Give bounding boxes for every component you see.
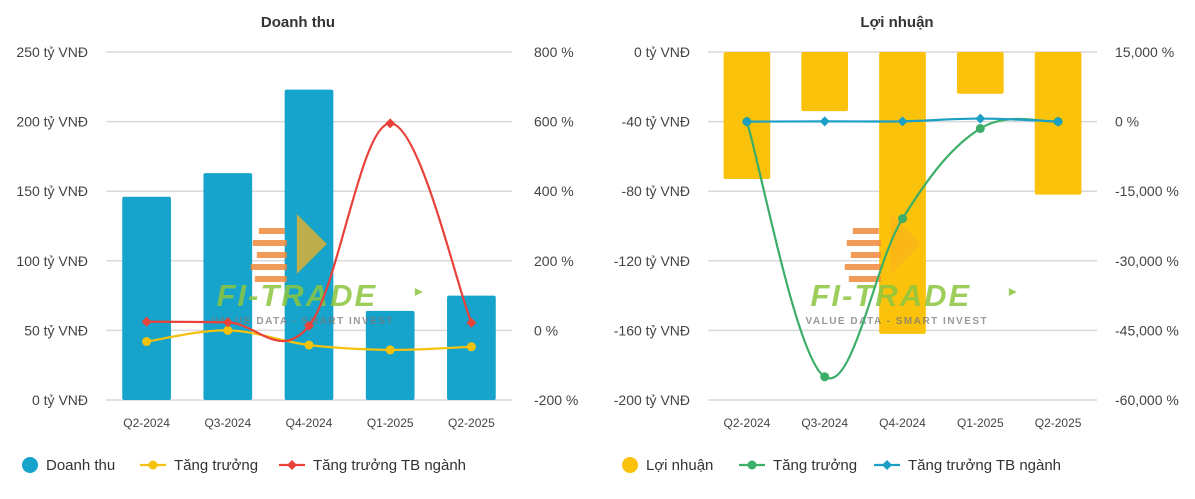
legend-swatch-icon [622, 457, 638, 473]
watermark-logo-icon [844, 214, 921, 282]
legend-label: Doanh thu [46, 457, 115, 474]
bar-Q1-2025 [956, 52, 1004, 94]
watermark-arrow-icon [1008, 288, 1017, 296]
legend-label: Tăng trưởng [773, 457, 857, 474]
x-tick-label: Q1-2025 [367, 416, 414, 430]
point-Q3-2024 [819, 116, 830, 127]
legend-item[interactable]: Tăng trưởng TB ngành [874, 457, 1061, 474]
y-right-tick-label: 15,000 % [1115, 44, 1174, 60]
x-tick-label: Q2-2025 [1035, 416, 1082, 430]
legend-label: Tăng trưởng TB ngành [313, 457, 466, 474]
y-right-tick-label: 200 % [534, 253, 574, 269]
legend-item[interactable]: Doanh thu [22, 457, 115, 474]
x-tick-label: Q3-2024 [801, 416, 848, 430]
legend-label: Tăng trưởng TB ngành [908, 457, 1061, 474]
point-Q3-2024 [222, 317, 233, 328]
watermark-brand: FI-TRADE [811, 278, 972, 313]
legend-marker-icon [287, 460, 297, 470]
y-left-tick-label: 250 tỷ VNĐ [16, 44, 88, 60]
y-left-tick-label: -80 tỷ VNĐ [622, 183, 690, 199]
legend-marker-icon [148, 460, 158, 470]
chart-2: Lợi nhuận -200 tỷ VNĐ -160 tỷ VNĐ -120 tỷ V… [614, 14, 1179, 474]
legend-marker-icon [882, 460, 892, 470]
x-tick-label: Q1-2025 [957, 416, 1004, 430]
chart-1: Doanh thu 0 tỷ VNĐ 50 tỷ VNĐ 100 tỷ VNĐ 150 … [16, 14, 578, 474]
y-right-tick-label: -15,000 % [1115, 183, 1179, 199]
y-right-tick-label: -200 % [534, 392, 578, 408]
x-tick-label: Q2-2024 [123, 416, 170, 430]
point-Q1-2025 [975, 113, 986, 124]
x-tick-label: Q3-2024 [204, 416, 251, 430]
watermark-tagline: VALUE DATA - SMART INVEST [805, 316, 988, 327]
point-Q2-2025 [466, 342, 476, 352]
legend-item[interactable]: Tăng trưởng [140, 457, 258, 474]
legend-item[interactable]: Lợi nhuận [622, 457, 713, 474]
y-left-tick-label: -40 tỷ VNĐ [622, 114, 690, 130]
y-left-tick-label: 200 tỷ VNĐ [16, 114, 88, 130]
legend-label: Lợi nhuận [646, 457, 713, 474]
point-Q4-2024 [897, 116, 908, 127]
x-tick-label: Q2-2024 [724, 416, 771, 430]
watermark-tagline: VALUE DATA - SMART INVEST [211, 316, 394, 327]
point-Q2-2025 [466, 317, 477, 328]
y-left-tick-label: 0 tỷ VNĐ [32, 392, 88, 408]
y-left-tick-label: -200 tỷ VNĐ [614, 392, 690, 408]
watermark-logo-icon [250, 214, 327, 282]
bar-Q3-2024 [203, 173, 253, 400]
bar-Q3-2024 [801, 52, 849, 112]
point-Q2-2024 [142, 337, 152, 347]
point-Q4-2024 [304, 320, 314, 331]
chart-title: Doanh thu [261, 14, 335, 31]
bar-Q2-2024 [723, 52, 771, 180]
y-left-tick-label: 50 tỷ VNĐ [24, 322, 88, 338]
point-Q1-2025 [385, 345, 395, 355]
y-left-tick-label: -160 tỷ VNĐ [614, 322, 690, 338]
watermark-brand: FI-TRADE [216, 278, 377, 313]
watermark-arrow-icon [414, 288, 423, 296]
point-Q3-2024 [820, 372, 830, 382]
legend-item[interactable]: Tăng trưởng [739, 457, 857, 474]
legend-marker-icon [747, 460, 757, 470]
y-right-tick-label: 0 % [534, 322, 558, 338]
legend-label: Tăng trưởng [174, 457, 258, 474]
y-right-tick-label: 600 % [534, 114, 574, 130]
y-left-tick-label: 100 tỷ VNĐ [16, 253, 88, 269]
y-left-tick-label: -120 tỷ VNĐ [614, 253, 690, 269]
y-left-tick-label: 0 tỷ VNĐ [634, 44, 690, 60]
point-Q2-2024 [741, 116, 752, 127]
point-Q1-2025 [385, 118, 396, 129]
chart-title: Lợi nhuận [860, 14, 933, 31]
y-right-tick-label: -45,000 % [1115, 322, 1179, 338]
point-Q2-2024 [141, 316, 152, 327]
legend-swatch-icon [22, 457, 38, 473]
x-tick-label: Q4-2024 [879, 416, 926, 430]
point-Q2-2025 [1053, 116, 1064, 127]
y-right-tick-label: 800 % [534, 44, 574, 60]
y-left-tick-label: 150 tỷ VNĐ [16, 183, 88, 199]
legend-item[interactable]: Tăng trưởng TB ngành [279, 457, 466, 474]
y-right-tick-label: 0 % [1115, 114, 1139, 130]
series-line-Tăng trưởng [745, 117, 1059, 380]
bar-Q2-2024 [122, 196, 171, 400]
point-Q4-2024 [304, 340, 314, 350]
point-Q4-2024 [898, 214, 907, 224]
y-right-tick-label: 400 % [534, 183, 574, 199]
series-line-Tăng trưởng TB ngành [146, 122, 473, 342]
point-Q3-2024 [223, 325, 233, 335]
x-tick-label: Q2-2025 [448, 416, 495, 430]
x-tick-label: Q4-2024 [286, 416, 333, 430]
y-right-tick-label: -60,000 % [1115, 392, 1179, 408]
y-right-tick-label: -30,000 % [1115, 253, 1179, 269]
bar-Q1-2025 [365, 310, 415, 400]
point-Q1-2025 [975, 124, 985, 134]
